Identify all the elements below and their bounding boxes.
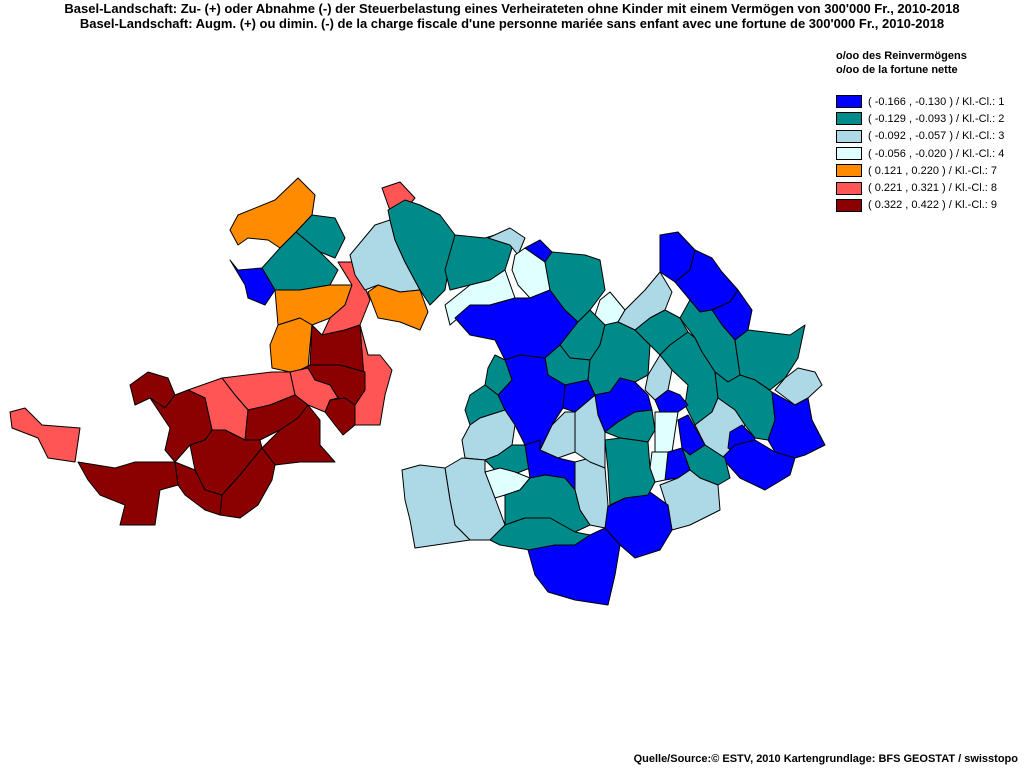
legend-unit-french: o/oo de la fortune nette xyxy=(836,64,958,76)
municipality xyxy=(9,407,81,463)
legend: ( -0.166 , -0.130 ) / Kl.-Cl.: 1 ( -0.12… xyxy=(836,93,1004,214)
legend-unit-german: o/oo des Reinvermögens xyxy=(836,50,967,62)
municipality xyxy=(269,317,313,373)
legend-item-class-1: ( -0.166 , -0.130 ) / Kl.-Cl.: 1 xyxy=(836,93,1004,110)
legend-swatch xyxy=(836,129,862,143)
municipality xyxy=(721,439,796,491)
municipality xyxy=(387,199,456,306)
municipality xyxy=(401,464,471,549)
map-title-german: Basel-Landschaft: Zu- (+) oder Abnahme (… xyxy=(64,1,960,16)
legend-swatch xyxy=(836,112,862,126)
municipality xyxy=(649,451,669,483)
legend-label: ( 0.121 , 0.220 ) / Kl.-Cl.: 7 xyxy=(868,164,998,177)
legend-label: ( -0.166 , -0.130 ) / Kl.-Cl.: 1 xyxy=(868,95,1005,108)
municipality xyxy=(604,437,656,506)
legend-swatch xyxy=(836,147,862,161)
municipality xyxy=(767,391,826,459)
municipality xyxy=(174,461,223,516)
municipality xyxy=(544,251,606,323)
legend-label: ( 0.221 , 0.321 ) / Kl.-Cl.: 8 xyxy=(868,182,998,195)
legend-item-class-2: ( -0.129 , -0.093 ) / Kl.-Cl.: 2 xyxy=(836,110,1004,127)
legend-swatch xyxy=(836,198,862,212)
legend-item-class-8: ( 0.221 , 0.321 ) / Kl.-Cl.: 8 xyxy=(836,179,1004,196)
legend-label: ( -0.129 , -0.093 ) / Kl.-Cl.: 2 xyxy=(868,112,1005,125)
municipality xyxy=(77,461,179,526)
legend-item-class-3: ( -0.092 , -0.057 ) / Kl.-Cl.: 3 xyxy=(836,128,1004,145)
municipality xyxy=(367,284,429,331)
legend-swatch xyxy=(836,181,862,195)
east-region xyxy=(401,231,826,606)
legend-swatch xyxy=(836,164,862,178)
municipality xyxy=(229,259,276,306)
map-title-french: Basel-Landschaft: Augm. (+) ou dimin. (-… xyxy=(79,16,945,31)
municipality xyxy=(324,397,356,436)
legend-swatch xyxy=(836,95,862,109)
municipality xyxy=(487,227,526,256)
municipality xyxy=(574,394,606,469)
legend-item-class-4: ( -0.056 , -0.020 ) / Kl.-Cl.: 4 xyxy=(836,145,1004,162)
legend-label: ( -0.056 , -0.020 ) / Kl.-Cl.: 4 xyxy=(868,147,1005,160)
legend-item-class-9: ( 0.322 , 0.422 ) / Kl.-Cl.: 9 xyxy=(836,197,1004,214)
legend-label: ( 0.322 , 0.422 ) / Kl.-Cl.: 9 xyxy=(868,199,998,212)
legend-label: ( -0.092 , -0.057 ) / Kl.-Cl.: 3 xyxy=(868,130,1005,143)
municipality xyxy=(527,527,621,606)
municipality xyxy=(654,411,679,453)
source-credit: Quelle/Source:© ESTV, 2010 Kartengrundla… xyxy=(633,753,1018,765)
legend-item-class-7: ( 0.121 , 0.220 ) / Kl.-Cl.: 7 xyxy=(836,162,1004,179)
west-region xyxy=(9,177,393,526)
